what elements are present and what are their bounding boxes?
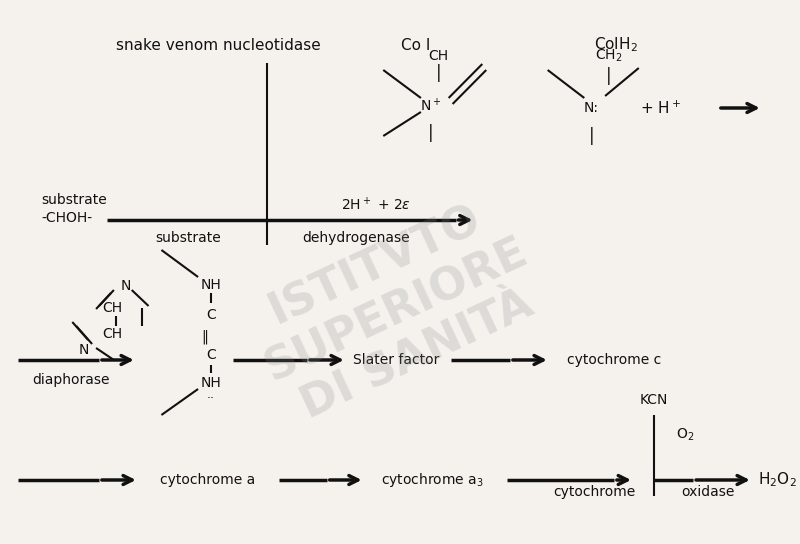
Text: C: C [206, 348, 216, 362]
Text: O$_2$: O$_2$ [677, 427, 694, 443]
Text: diaphorase: diaphorase [33, 373, 110, 387]
Text: |: | [606, 67, 612, 85]
Text: NH: NH [201, 278, 222, 292]
Text: C: C [206, 308, 216, 322]
Text: substrate: substrate [155, 231, 221, 245]
Text: CH: CH [429, 49, 449, 63]
Text: ··: ·· [207, 393, 215, 405]
Text: Co I: Co I [402, 38, 430, 53]
Text: |: | [436, 64, 442, 82]
Text: CoIH$_2$: CoIH$_2$ [594, 36, 638, 54]
Text: + H$^+$: + H$^+$ [640, 100, 681, 116]
Text: |: | [428, 124, 434, 142]
Text: N$^+$: N$^+$ [420, 97, 442, 115]
Text: oxidase: oxidase [682, 485, 734, 499]
Text: cytochrome a: cytochrome a [160, 473, 255, 487]
Text: ‖: ‖ [202, 330, 209, 344]
Text: KCN: KCN [639, 393, 668, 407]
Text: NH: NH [201, 376, 222, 390]
Text: H$_2$O$_2$: H$_2$O$_2$ [758, 471, 797, 490]
Text: ISTITVTO
SUPERIORE
DI SANITÀ: ISTITVTO SUPERIORE DI SANITÀ [237, 185, 555, 435]
Text: CH: CH [102, 327, 122, 341]
Text: CH$_2$: CH$_2$ [595, 48, 623, 64]
Text: CH: CH [102, 301, 122, 315]
Text: N: N [79, 343, 90, 357]
Text: substrate: substrate [42, 193, 107, 207]
Text: cytochrome a$_3$: cytochrome a$_3$ [382, 471, 484, 489]
Text: 2H$^+$ + 2$\varepsilon$: 2H$^+$ + 2$\varepsilon$ [342, 196, 411, 214]
Text: -CHOH-: -CHOH- [42, 211, 93, 225]
Text: N:: N: [584, 101, 598, 115]
Text: |: | [589, 127, 594, 145]
Text: cytochrome c: cytochrome c [567, 353, 661, 367]
Text: Slater factor: Slater factor [353, 353, 439, 367]
Text: dehydrogenase: dehydrogenase [302, 231, 410, 245]
Text: cytochrome: cytochrome [553, 485, 635, 499]
Text: snake venom nucleotidase: snake venom nucleotidase [115, 38, 320, 53]
Text: N: N [121, 279, 131, 293]
